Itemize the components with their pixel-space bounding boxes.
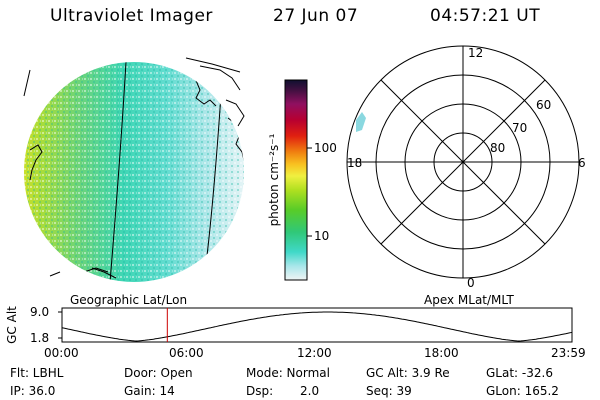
flt-info: Flt: LBHL [10, 366, 64, 380]
seq-info: Seq: 39 [366, 384, 412, 398]
time-tick-1200: 12:00 [297, 346, 332, 360]
polar-aurora-patch [356, 112, 366, 132]
glat-info: GLat: -32.6 [486, 366, 553, 380]
mlt-label-6: 6 [578, 156, 586, 170]
lat-label-80: 80 [490, 141, 506, 155]
colorbar-tick-100: 100 [314, 141, 337, 155]
instrument-title: Ultraviolet Imager [50, 6, 213, 26]
mlt-label-0: 0 [467, 276, 475, 290]
mode-info: Mode: Normal [246, 366, 330, 380]
ip-info: IP: 36.0 [10, 384, 56, 398]
time-label: 04:57:21 UT [430, 6, 541, 26]
time-tick-0600: 06:00 [169, 346, 204, 360]
alt-tick-9: 9.0 [30, 305, 50, 319]
dsp-info-label: Dsp: [246, 384, 274, 398]
gc-alt-axis-label: GC Alt [5, 306, 19, 344]
colorbar-tick-10: 10 [314, 229, 330, 243]
date-label: 27 Jun 07 [273, 6, 359, 26]
polar-plot [346, 45, 580, 279]
gain-info: Gain: 14 [124, 384, 175, 398]
gc-alt-info: GC Alt: 3.9 Re [366, 366, 450, 380]
time-tick-0000: 00:00 [44, 346, 79, 360]
mlt-label-18: 18 [347, 156, 363, 170]
mlt-label-12: 12 [468, 46, 484, 60]
colorbar-unit-label: photon cm⁻²s⁻¹ [267, 133, 281, 227]
dsp-info-value: 2.0 [300, 384, 320, 398]
colorbar [284, 79, 312, 281]
geographic-label: Geographic Lat/Lon [70, 293, 188, 307]
time-tick-1800: 18:00 [424, 346, 459, 360]
alt-tick-1-8: 1.8 [30, 331, 50, 345]
time-tick-2359: 23:59 [551, 346, 586, 360]
altitude-plot [58, 307, 573, 343]
lat-label-60: 60 [536, 98, 552, 112]
glon-info: GLon: 165.2 [486, 384, 559, 398]
lat-label-70: 70 [512, 121, 528, 135]
door-info: Door: Open [124, 366, 193, 380]
apex-label: Apex MLat/MLT [424, 293, 514, 307]
uv-image-disk [23, 57, 245, 282]
